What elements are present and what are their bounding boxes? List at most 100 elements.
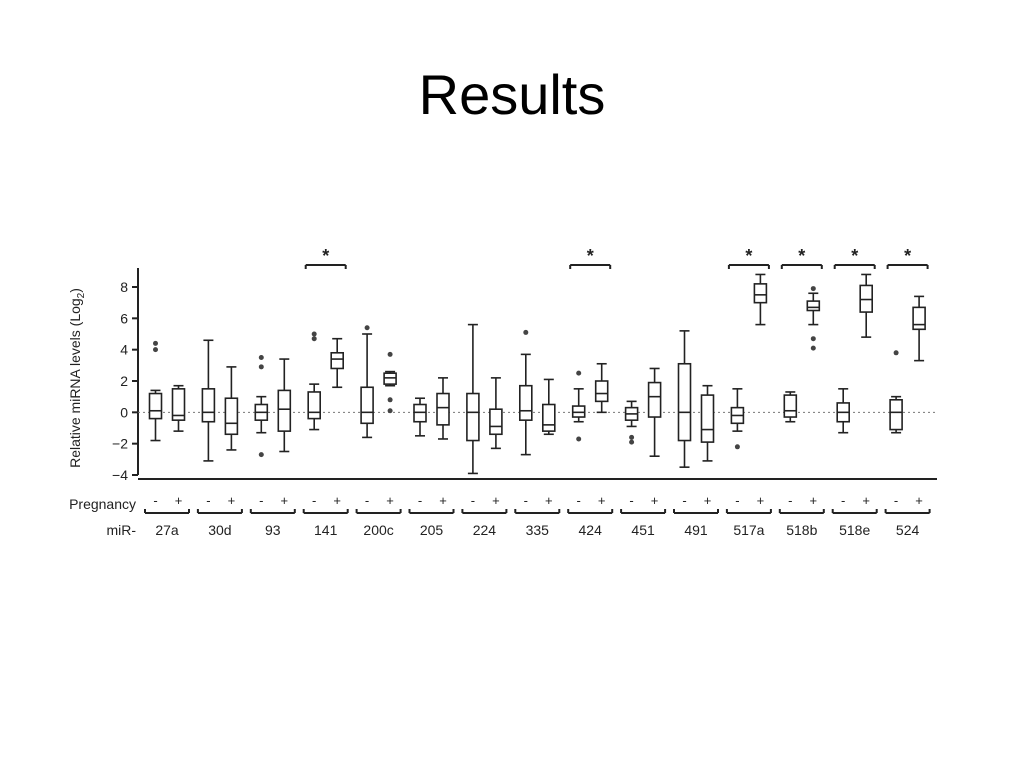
box-nonpregnant: [360, 325, 374, 439]
box-nonpregnant: [307, 331, 322, 431]
mir-label: 205: [420, 522, 444, 538]
mir-label: 93: [265, 522, 281, 538]
mir-label: 224: [473, 522, 497, 538]
outlier-point: [311, 336, 317, 342]
box-iqr: [541, 403, 556, 432]
pregnancy-sign: +: [386, 493, 394, 508]
outlier-point: [576, 436, 582, 442]
box-pregnant: [541, 378, 556, 436]
outlier-point: [258, 364, 264, 370]
box-pregnant: [489, 377, 503, 450]
mir-label: 424: [579, 522, 603, 538]
group-424: - +424 *: [567, 246, 614, 538]
mir-label: 491: [684, 522, 708, 538]
pregnancy-sign: -: [577, 493, 581, 508]
group-451: - +451: [620, 493, 667, 538]
pregnancy-sign: +: [915, 493, 923, 508]
outlier-point: [810, 286, 816, 292]
box-pregnant: [436, 377, 450, 440]
pregnancy-sign: -: [471, 493, 475, 508]
box-pregnant: [383, 351, 397, 414]
box-iqr: [360, 386, 374, 425]
mir-label: 517a: [733, 522, 764, 538]
y-axis-label: Relative miRNA levels (Log2): [67, 288, 87, 468]
outlier-point: [153, 340, 158, 346]
mir-label: 518e: [839, 522, 870, 538]
box-nonpregnant: [518, 329, 533, 456]
box-iqr: [466, 392, 480, 442]
pregnancy-sign: +: [333, 493, 341, 508]
box-iqr: [489, 408, 503, 436]
box-nonpregnant: [624, 400, 639, 445]
y-tick-label: 4: [120, 342, 128, 358]
outlier-point: [629, 434, 635, 440]
box-iqr: [889, 398, 903, 431]
box-pregnant: [806, 286, 821, 351]
pregnancy-sign: -: [894, 493, 898, 508]
pregnancy-sign: -: [841, 493, 845, 508]
pregnancy-sign: -: [524, 493, 528, 508]
box-pregnant: [224, 366, 239, 451]
outlier-point: [311, 331, 317, 337]
mir-label: 27a: [155, 522, 179, 538]
outlier-point: [629, 439, 635, 445]
box-iqr: [912, 306, 926, 331]
box-iqr: [677, 362, 692, 442]
box-pregnant: [171, 384, 186, 432]
box-nonpregnant: [571, 370, 586, 442]
outlier-point: [810, 336, 816, 342]
outlier-point: [893, 350, 899, 356]
box-nonpregnant: [730, 388, 745, 450]
mir-label: 30d: [208, 522, 231, 538]
mir-label: 200c: [363, 522, 393, 538]
pregnancy-sign: +: [810, 493, 818, 508]
box-pregnant: [647, 367, 662, 458]
box-iqr: [148, 392, 163, 420]
outlier-point: [810, 345, 816, 351]
box-nonpregnant: [148, 340, 163, 442]
box-nonpregnant: [413, 397, 427, 437]
outlier-point: [576, 370, 582, 376]
box-iqr: [330, 351, 345, 370]
group-491: - +491: [673, 493, 719, 538]
group-93: - +93: [249, 493, 296, 538]
box-nonpregnant: [836, 388, 851, 434]
row-label-pregnancy: Pregnancy: [69, 496, 136, 512]
outlier-point: [387, 397, 393, 403]
significance-marker: *: [798, 246, 805, 266]
box-pregnant: [859, 273, 874, 338]
pregnancy-sign: -: [259, 493, 263, 508]
box-iqr: [201, 388, 216, 423]
row-label-mir: miR-: [106, 522, 136, 538]
box-nonpregnant: [677, 330, 692, 468]
significance-marker: *: [851, 246, 858, 266]
box-nonpregnant: [889, 350, 903, 434]
pregnancy-sign: +: [598, 493, 606, 508]
pregnancy-sign: +: [704, 493, 712, 508]
outlier-point: [734, 444, 740, 450]
slide-title: Results: [418, 63, 606, 126]
outlier-point: [387, 351, 393, 357]
outlier-point: [258, 452, 264, 458]
mir-label: 141: [314, 522, 338, 538]
box-iqr: [171, 388, 186, 421]
pregnancy-sign: -: [365, 493, 369, 508]
box-iqr: [647, 381, 662, 418]
pregnancy-sign: -: [206, 493, 210, 508]
pregnancy-sign: +: [281, 493, 289, 508]
box-iqr: [753, 283, 768, 304]
box-iqr: [224, 397, 239, 436]
box-iqr: [436, 392, 450, 426]
box-pregnant: [912, 295, 926, 362]
group-205: - +205: [408, 493, 455, 538]
pregnancy-sign: -: [418, 493, 422, 508]
outlier-point: [364, 325, 370, 331]
box-pregnant: [700, 384, 715, 462]
y-tick-label: −2: [112, 436, 128, 452]
outlier-point: [387, 408, 393, 414]
group-30d: - +30d: [196, 493, 243, 538]
box-nonpregnant: [201, 339, 216, 462]
group-141: - +141 *: [302, 246, 349, 538]
pregnancy-sign: +: [862, 493, 870, 508]
box-iqr: [307, 391, 322, 420]
